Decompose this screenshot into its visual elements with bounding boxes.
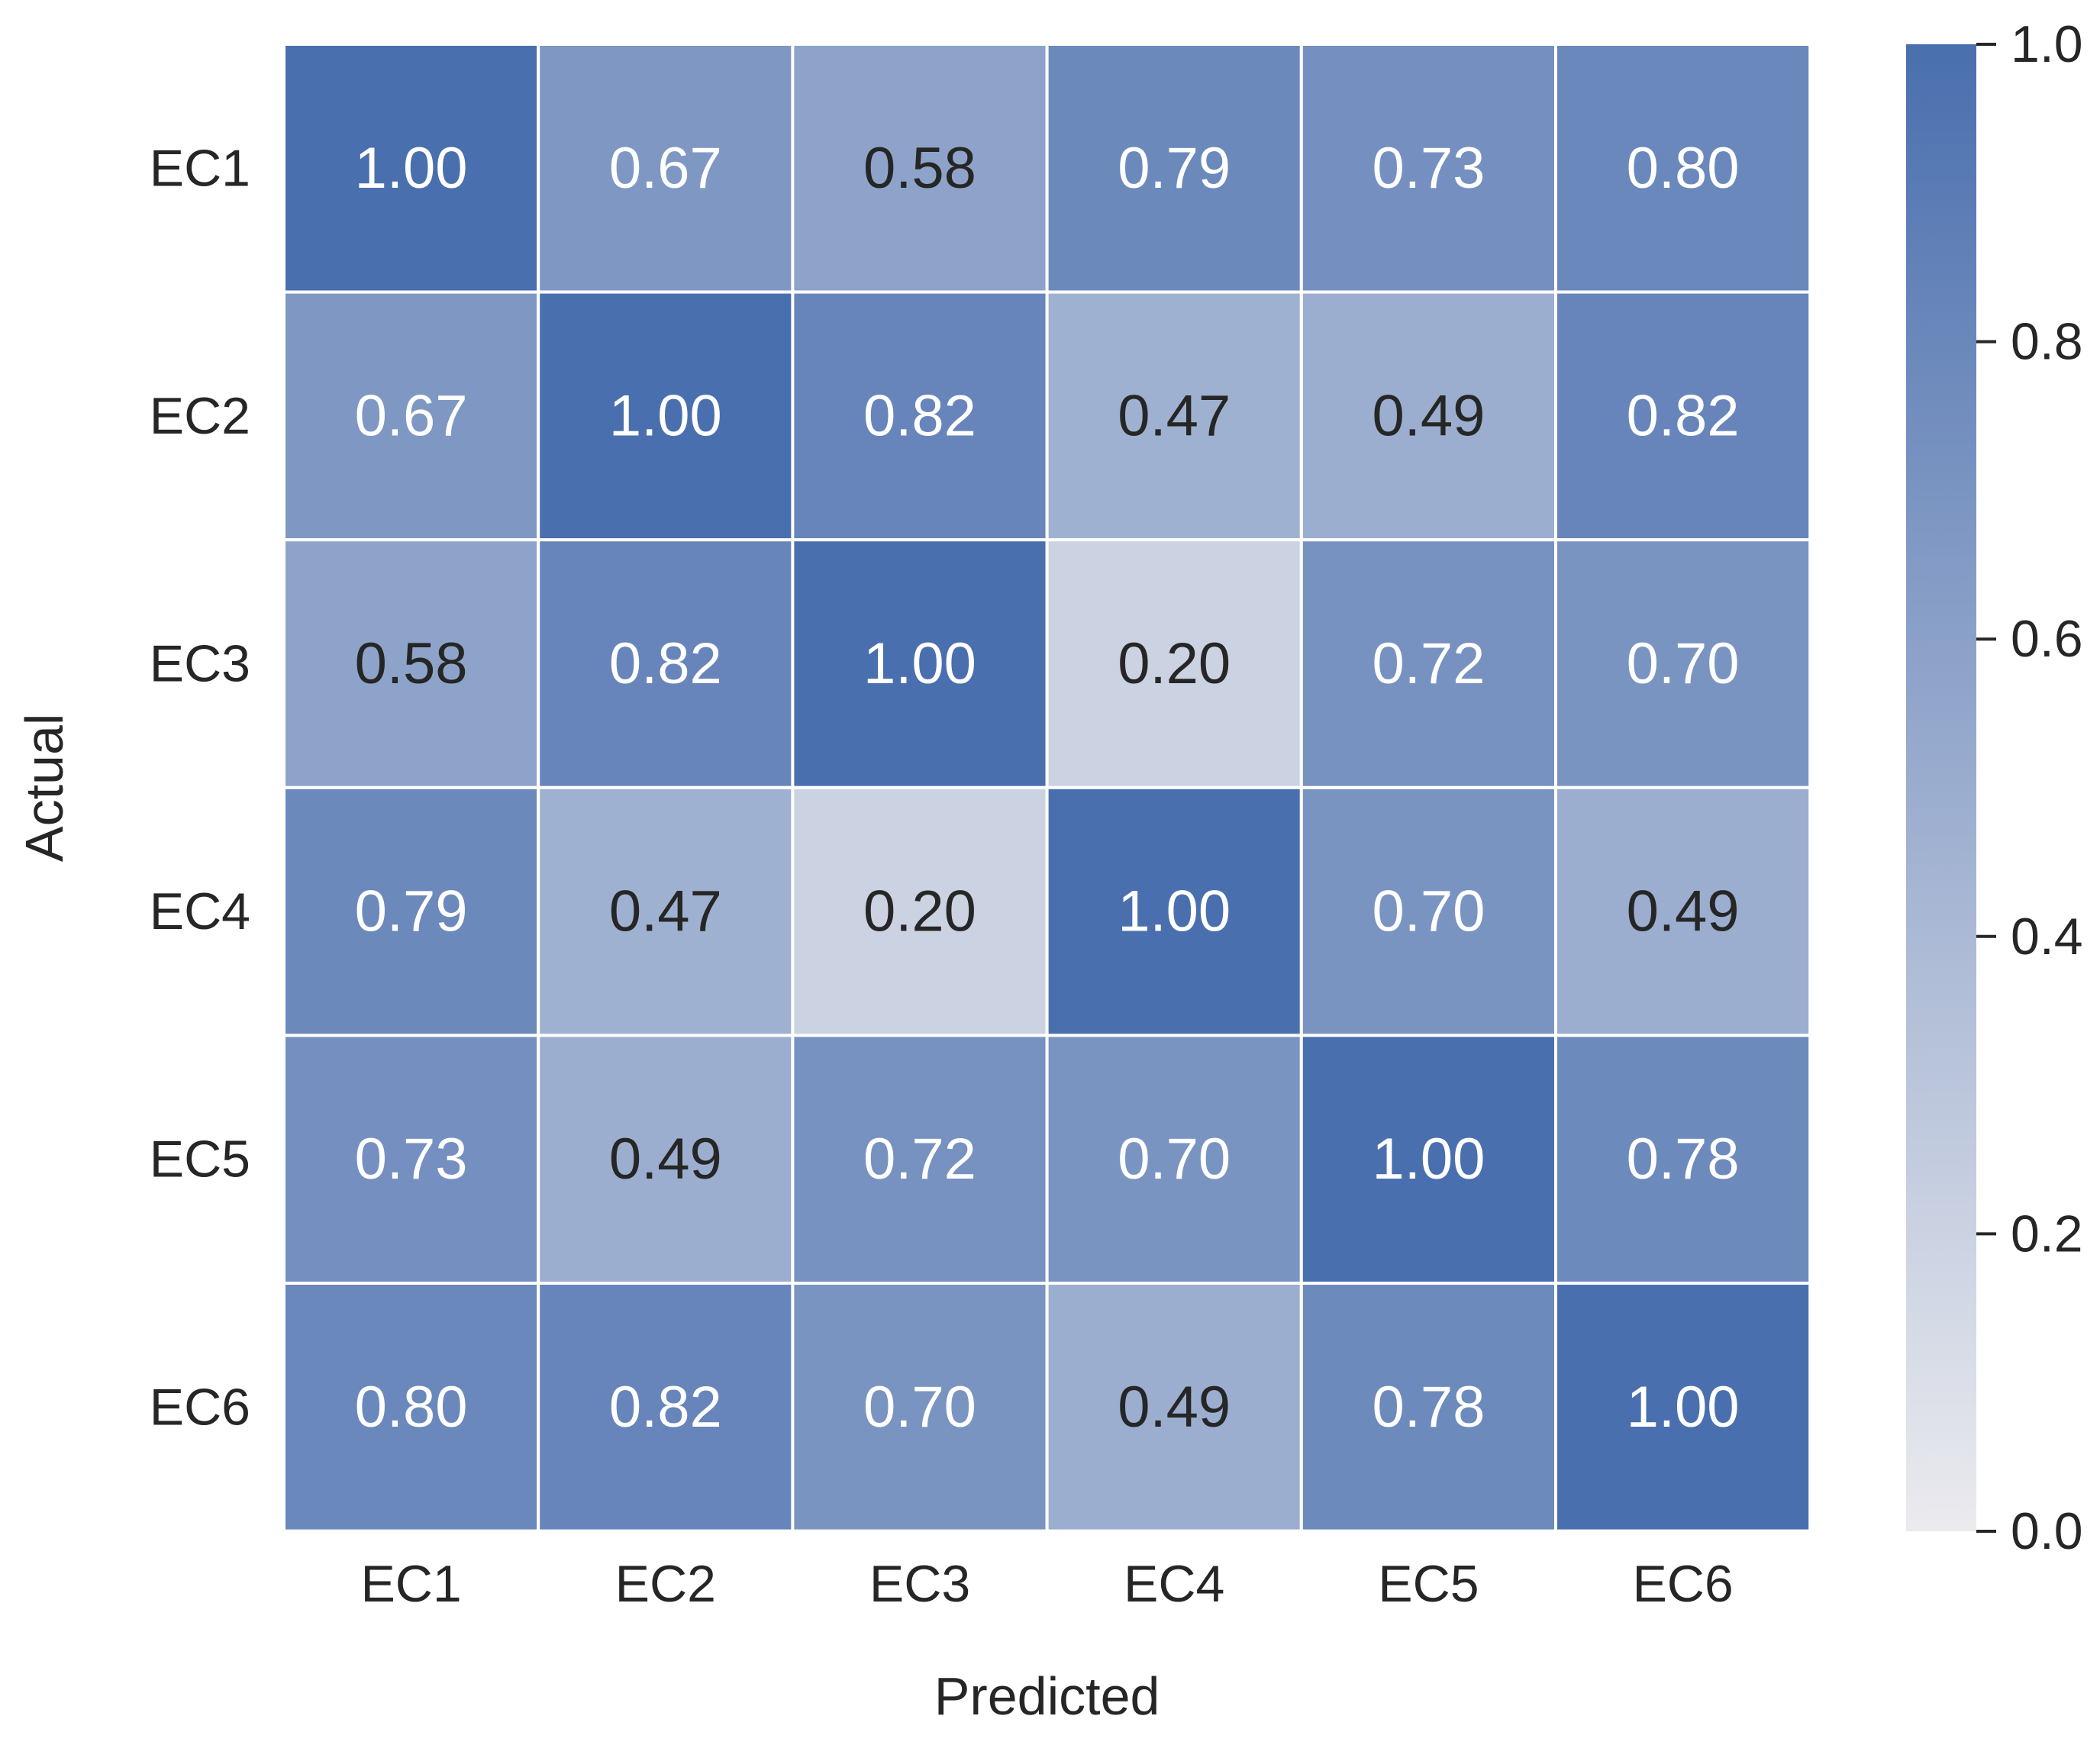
heatmap-cell — [1554, 538, 1812, 789]
colorbar-tick-label: 0.8 — [2011, 313, 2083, 371]
cell-value-label: 0.80 — [1627, 136, 1740, 201]
cell-value-label: 0.49 — [1627, 879, 1740, 944]
cell-value-label: 1.00 — [1118, 879, 1231, 944]
heatmap-cells — [282, 43, 1812, 1533]
heatmap-cell — [1299, 785, 1558, 1037]
x-tick-labels: EC1 EC2 EC3 EC4 EC5 EC6 — [360, 1555, 1733, 1613]
heatmap-cell — [1299, 43, 1558, 294]
colorbar-tick-label: 1.0 — [2011, 15, 2083, 73]
heatmap-cell — [1045, 785, 1303, 1037]
cell-value-label: 0.58 — [355, 631, 468, 696]
heatmap-cell — [537, 785, 795, 1037]
x-tick-label: EC5 — [1378, 1555, 1479, 1613]
cell-value-label: 0.20 — [1118, 631, 1231, 696]
colorbar-ticks: 0.0 0.2 0.4 0.6 0.8 1.0 — [1976, 15, 2083, 1560]
cell-value-label: 0.73 — [355, 1127, 468, 1192]
cell-value-label: 0.67 — [355, 383, 468, 448]
y-tick-label: EC5 — [150, 1131, 250, 1189]
y-tick-label: EC1 — [150, 139, 250, 197]
heatmap-cell — [1045, 290, 1303, 542]
x-tick-label: EC4 — [1124, 1555, 1224, 1613]
y-axis-label: Actual — [15, 714, 74, 863]
heatmap-cell — [1045, 43, 1303, 294]
heatmap-cell — [1045, 1282, 1303, 1533]
cell-value-label: 1.00 — [355, 136, 468, 201]
x-tick-label: EC2 — [615, 1555, 716, 1613]
cell-value-label: 0.67 — [609, 136, 722, 201]
cell-value-label: 0.70 — [1372, 879, 1485, 944]
cell-value-label: 0.73 — [1372, 136, 1485, 201]
cell-value-label: 0.78 — [1372, 1375, 1485, 1440]
colorbar — [1906, 44, 1976, 1531]
y-tick-labels: EC1 EC2 EC3 EC4 EC5 EC6 — [150, 139, 250, 1436]
heatmap-cell — [791, 785, 1049, 1037]
heatmap-cell — [1554, 1282, 1812, 1533]
cell-value-label: 0.79 — [1118, 136, 1231, 201]
heatmap-cell — [1299, 1282, 1558, 1533]
cell-value-label: 0.72 — [863, 1127, 976, 1192]
cell-value-label: 0.47 — [1118, 383, 1231, 448]
cell-value-label: 0.78 — [1627, 1127, 1740, 1192]
heatmap-cell — [537, 43, 795, 294]
cell-value-label: 0.20 — [863, 879, 976, 944]
cell-value-label: 0.72 — [1372, 631, 1485, 696]
cell-value-label: 0.70 — [863, 1375, 976, 1440]
heatmap-cell — [1554, 1034, 1812, 1285]
cell-value-label: 0.49 — [1118, 1375, 1231, 1440]
x-axis-label: Predicted — [934, 1666, 1160, 1726]
cell-value-label: 1.00 — [1627, 1375, 1740, 1440]
y-tick-label: EC3 — [150, 635, 250, 693]
heatmap-cell — [282, 1034, 540, 1285]
cell-value-label: 0.82 — [863, 383, 976, 448]
cell-value-label: 0.80 — [355, 1375, 468, 1440]
cell-value-label: 0.49 — [609, 1127, 722, 1192]
heatmap-cell — [791, 1034, 1049, 1285]
heatmap-cell — [282, 538, 540, 789]
cell-value-label: 0.47 — [609, 879, 722, 944]
heatmap-cell — [1045, 538, 1303, 789]
heatmap-cell — [537, 538, 795, 789]
heatmap-cell — [1554, 785, 1812, 1037]
heatmap-cell — [282, 1282, 540, 1533]
x-tick-label: EC6 — [1632, 1555, 1733, 1613]
cell-value-label: 0.70 — [1118, 1127, 1231, 1192]
y-tick-label: EC4 — [150, 882, 250, 940]
heatmap-cell — [791, 43, 1049, 294]
colorbar-tick-label: 0.4 — [2011, 908, 2083, 966]
heatmap-cell — [537, 290, 795, 542]
cell-value-label: 0.70 — [1627, 631, 1740, 696]
cell-value-label: 0.79 — [355, 879, 468, 944]
cell-value-label: 0.82 — [609, 631, 722, 696]
heatmap-cell — [1299, 538, 1558, 789]
colorbar-tick-label: 0.6 — [2011, 610, 2083, 668]
cell-value-label: 1.00 — [1372, 1127, 1485, 1192]
cell-value-label: 1.00 — [609, 383, 722, 448]
y-tick-label: EC6 — [150, 1378, 250, 1436]
cell-value-label: 0.82 — [609, 1375, 722, 1440]
heatmap-cell — [1554, 290, 1812, 542]
cell-value-label: 0.82 — [1627, 383, 1740, 448]
heatmap-cell — [1045, 1034, 1303, 1285]
x-tick-label: EC1 — [360, 1555, 461, 1613]
y-tick-label: EC2 — [150, 387, 250, 445]
x-tick-label: EC3 — [869, 1555, 970, 1613]
heatmap-cell — [1554, 43, 1812, 294]
heatmap-cell — [1299, 1034, 1558, 1285]
cell-value-label: 0.49 — [1372, 383, 1485, 448]
heatmap-cell — [282, 785, 540, 1037]
cell-annotations: 1.00 0.67 0.58 0.79 0.73 0.80 0.67 1.00 0.82 0.47… — [355, 136, 1740, 1440]
cell-value-label: 1.00 — [863, 631, 976, 696]
colorbar-gradient — [1906, 44, 1976, 1531]
colorbar-tick-label: 0.0 — [2011, 1502, 2083, 1560]
cell-value-label: 0.58 — [863, 136, 976, 201]
colorbar-tick-label: 0.2 — [2011, 1205, 2083, 1263]
heatmap-cell — [282, 43, 540, 294]
